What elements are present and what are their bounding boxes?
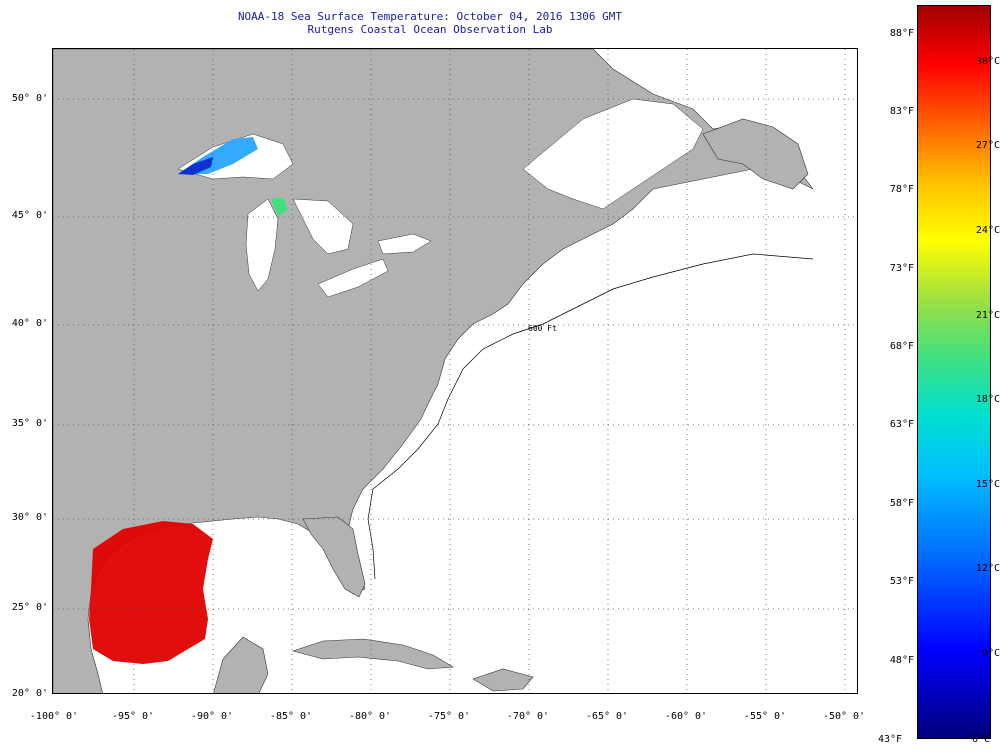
colorbar-f-73: 73°F [889, 263, 914, 274]
sst-map[interactable]: 600 Ft [52, 48, 858, 694]
lon-label-50: -50° 0' [822, 711, 866, 722]
lon-label-55: -55° 0' [743, 711, 787, 722]
lon-label-95: -95° 0' [111, 711, 155, 722]
lat-label-20: 20° 0' [11, 688, 48, 699]
shelf-contour [367, 253, 814, 580]
lon-label-70: -70° 0' [506, 711, 550, 722]
lake-ontario [377, 233, 432, 255]
map-title: NOAA-18 Sea Surface Temperature: October… [237, 10, 623, 23]
colorbar-f-83: 83°F [889, 106, 914, 117]
lon-label-75: -75° 0' [427, 711, 471, 722]
colorbar-c-30: 30°C [975, 56, 1000, 67]
lon-label-60: -60° 0' [664, 711, 708, 722]
colorbar-c-6: 6°C [972, 734, 991, 745]
colorbar-c-15: 15°C [975, 479, 1000, 490]
colorbar-f-48: 48°F [889, 655, 914, 666]
colorbar-c-21: 21°C [975, 310, 1000, 321]
colorbar [917, 5, 991, 739]
lake-huron [292, 198, 354, 255]
sst-lake-superior-cold [178, 157, 213, 175]
lake-erie [317, 258, 389, 298]
lat-label-35: 35° 0' [11, 418, 48, 429]
colorbar-f-63: 63°F [889, 419, 914, 430]
gulf-of-st-lawrence [522, 98, 704, 210]
colorbar-c-12: 12°C [975, 563, 1000, 574]
sst-lake-michigan [271, 197, 288, 217]
lon-label-65: -65° 0' [585, 711, 629, 722]
lon-label-90: -90° 0' [190, 711, 234, 722]
colorbar-f-88: 88°F [889, 28, 914, 39]
colorbar-c-9: 9°C [981, 648, 1000, 659]
colorbar-c-24: 24°C [975, 225, 1000, 236]
colorbar-c-27: 27°C [975, 140, 1000, 151]
map-subtitle: Rutgens Coastal Ocean Observation Lab [307, 23, 553, 36]
colorbar-f-68: 68°F [889, 341, 914, 352]
lon-label-80: -80° 0' [348, 711, 392, 722]
lat-label-45: 45° 0' [11, 210, 48, 221]
yucatan [213, 636, 269, 693]
lat-label-40: 40° 0' [11, 318, 48, 329]
colorbar-f-58: 58°F [889, 498, 914, 509]
florida [302, 516, 366, 598]
colorbar-f-78: 78°F [889, 184, 914, 195]
map-canvas: 600 Ft [53, 49, 857, 693]
lat-label-30: 30° 0' [11, 512, 48, 523]
hispaniola [472, 668, 534, 692]
cuba [291, 638, 454, 670]
sst-gulf-of-mexico [89, 521, 213, 664]
lon-label-85: -85° 0' [269, 711, 313, 722]
lake-michigan [245, 198, 279, 292]
lon-label-100: -100° 0' [29, 711, 79, 722]
contour-label: 600 Ft [528, 324, 557, 333]
colorbar-c-18: 18°C [975, 394, 1000, 405]
colorbar-f-43: 43°F [878, 734, 903, 745]
colorbar-f-53: 53°F [889, 576, 914, 587]
colorbar-gradient [918, 6, 990, 738]
lat-label-25: 25° 0' [11, 602, 48, 613]
newfoundland [702, 118, 809, 190]
lat-label-50: 50° 0' [11, 93, 48, 104]
